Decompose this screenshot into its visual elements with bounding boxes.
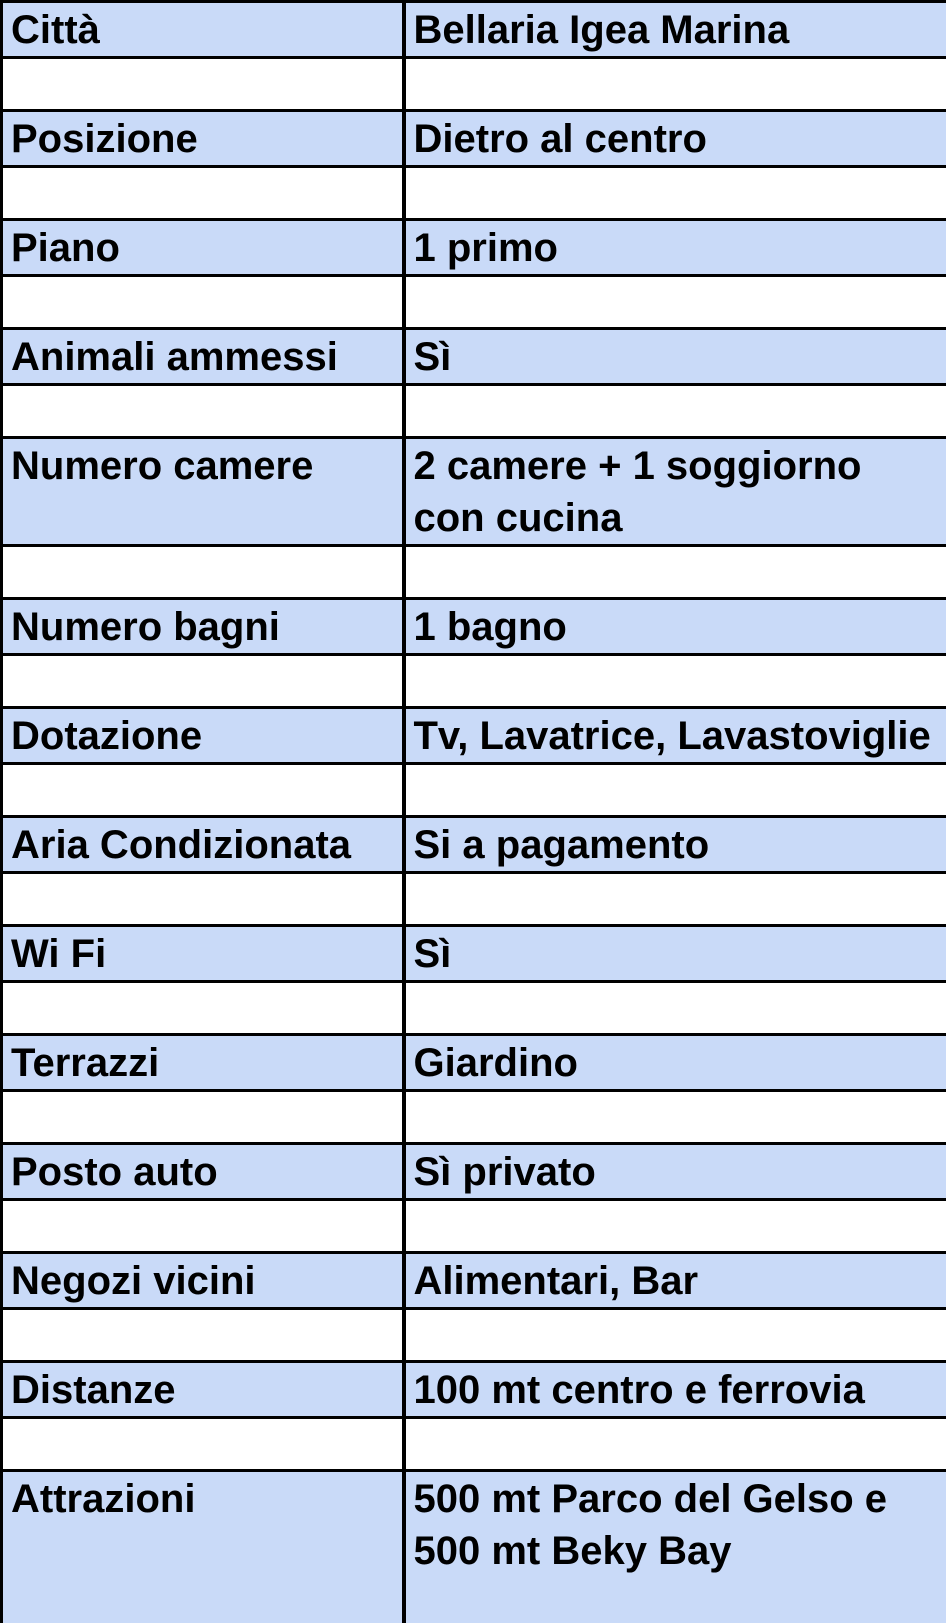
spacer-cell (2, 1309, 404, 1362)
spacer-cell (404, 167, 946, 220)
row-value-cell: Sì privato (404, 1144, 946, 1200)
spacer-cell (404, 1200, 946, 1253)
spacer-cell (404, 1418, 946, 1471)
table-row: Numero bagni 1 bagno (2, 599, 946, 655)
spacer-row (2, 385, 946, 438)
table-row: Aria Condizionata Si a pagamento (2, 817, 946, 873)
spacer-cell (2, 58, 404, 111)
row-value-cell: Si a pagamento (404, 817, 946, 873)
spacer-cell (404, 1309, 946, 1362)
spacer-cell (404, 982, 946, 1035)
spacer-cell (2, 982, 404, 1035)
spacer-row (2, 873, 946, 926)
row-label-cell: Aria Condizionata (2, 817, 404, 873)
row-label-cell: Dotazione (2, 708, 404, 764)
row-value-cell: 1 bagno (404, 599, 946, 655)
table-row: Dotazione Tv, Lavatrice, Lavastoviglie (2, 708, 946, 764)
spacer-row (2, 1200, 946, 1253)
spacer-row (2, 764, 946, 817)
spacer-cell (2, 655, 404, 708)
spacer-cell (2, 1418, 404, 1471)
spacer-cell (404, 873, 946, 926)
table-row: Piano 1 primo (2, 220, 946, 276)
row-label-cell: Terrazzi (2, 1035, 404, 1091)
spacer-cell (404, 1091, 946, 1144)
row-value-cell: 1 primo (404, 220, 946, 276)
spacer-row (2, 276, 946, 329)
spacer-cell (2, 1091, 404, 1144)
row-label-cell: Posizione (2, 111, 404, 167)
spacer-cell (404, 385, 946, 438)
spacer-cell (404, 546, 946, 599)
spacer-cell (2, 873, 404, 926)
row-value-cell: Sì (404, 926, 946, 982)
table-row: Attrazioni 500 mt Parco del Gelso e 500 … (2, 1471, 946, 1623)
spacer-row (2, 546, 946, 599)
row-label-cell: Negozi vicini (2, 1253, 404, 1309)
row-value-cell: Tv, Lavatrice, Lavastoviglie (404, 708, 946, 764)
spacer-cell (404, 276, 946, 329)
spacer-cell (2, 167, 404, 220)
spacer-row (2, 1091, 946, 1144)
row-value-cell: Giardino (404, 1035, 946, 1091)
row-label-cell: Animali ammessi (2, 329, 404, 385)
spacer-cell (2, 546, 404, 599)
row-value-cell: Alimentari, Bar (404, 1253, 946, 1309)
row-label-cell: Attrazioni (2, 1471, 404, 1623)
spacer-row (2, 982, 946, 1035)
spacer-cell (2, 1200, 404, 1253)
row-value-cell: Dietro al centro (404, 111, 946, 167)
spacer-row (2, 655, 946, 708)
spacer-row (2, 58, 946, 111)
spacer-cell (2, 385, 404, 438)
row-label-cell: Distanze (2, 1362, 404, 1418)
table-row: Posto auto Sì privato (2, 1144, 946, 1200)
row-value-cell: 100 mt centro e ferrovia (404, 1362, 946, 1418)
table-row: Posizione Dietro al centro (2, 111, 946, 167)
row-value-cell: 2 camere + 1 soggiorno con cucina (404, 438, 946, 546)
table-row: Numero camere 2 camere + 1 soggiorno con… (2, 438, 946, 546)
spacer-row (2, 167, 946, 220)
spacer-cell (404, 764, 946, 817)
row-value-cell: 500 mt Parco del Gelso e 500 mt Beky Bay (404, 1471, 946, 1623)
spacer-cell (2, 276, 404, 329)
spacer-cell (2, 764, 404, 817)
spacer-row (2, 1309, 946, 1362)
row-value-cell: Sì (404, 329, 946, 385)
row-label-cell: Posto auto (2, 1144, 404, 1200)
spacer-cell (404, 58, 946, 111)
row-label-cell: Wi Fi (2, 926, 404, 982)
table-row: Animali ammessi Sì (2, 329, 946, 385)
row-label-cell: Piano (2, 220, 404, 276)
row-label-cell: Numero camere (2, 438, 404, 546)
table-row: Wi Fi Sì (2, 926, 946, 982)
table-row: Città Bellaria Igea Marina (2, 2, 946, 58)
row-value-cell: Bellaria Igea Marina (404, 2, 946, 58)
spacer-cell (404, 655, 946, 708)
row-label-cell: Numero bagni (2, 599, 404, 655)
table-row: Terrazzi Giardino (2, 1035, 946, 1091)
row-label-cell: Città (2, 2, 404, 58)
table-row: Distanze 100 mt centro e ferrovia (2, 1362, 946, 1418)
spacer-row (2, 1418, 946, 1471)
table-row: Negozi vicini Alimentari, Bar (2, 1253, 946, 1309)
